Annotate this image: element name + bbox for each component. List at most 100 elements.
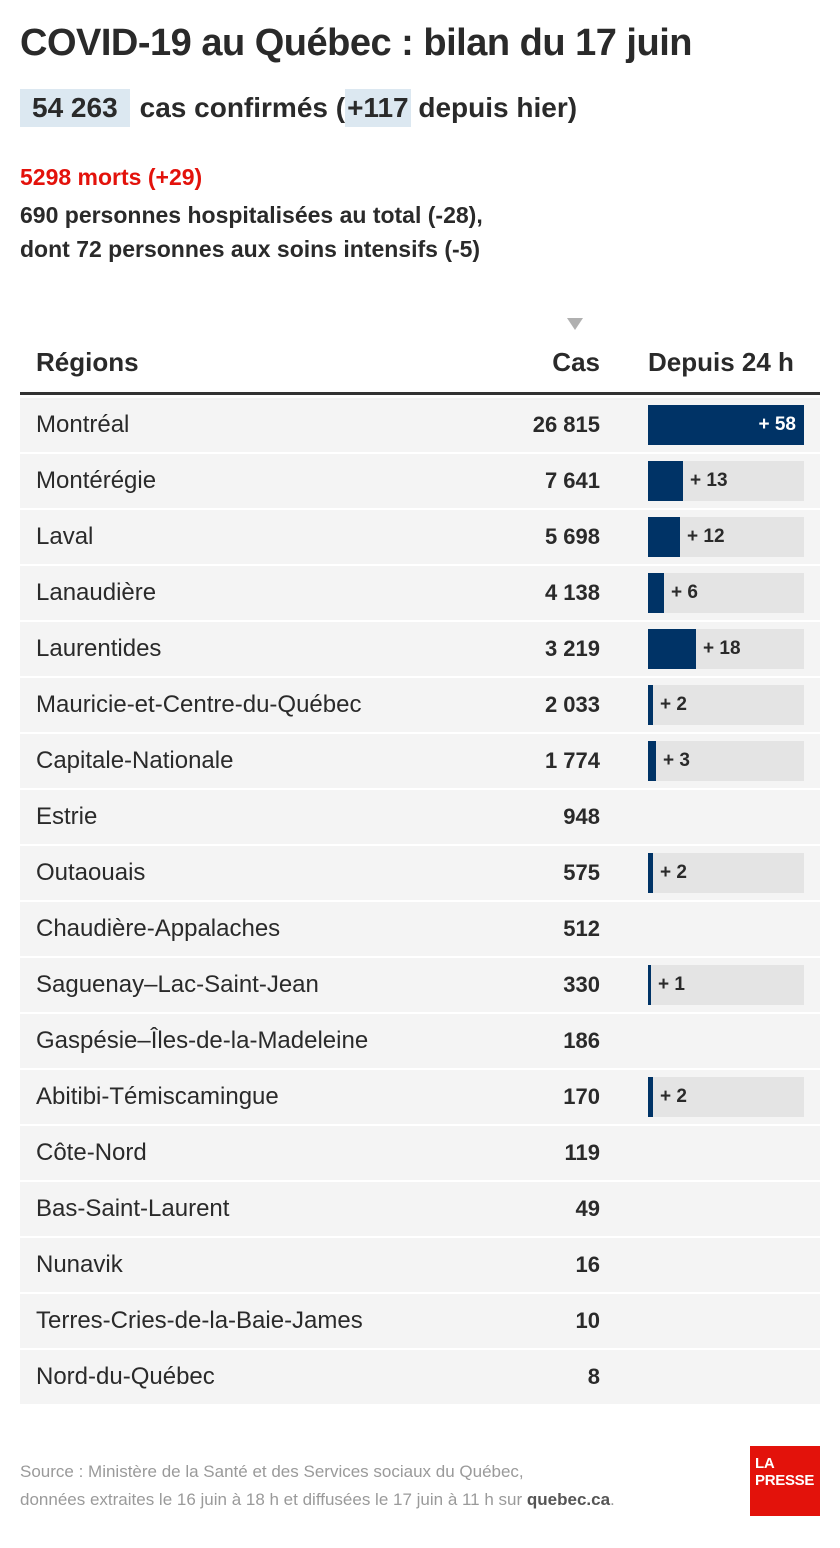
change-bar-track: + 58 xyxy=(648,405,804,445)
source-line-2: données extraites le 16 juin à 18 h et d… xyxy=(20,1490,615,1509)
table-row: Laurentides 3 219 + 18 xyxy=(20,622,820,678)
change-label: + 58 xyxy=(758,414,796,435)
change-label: + 12 xyxy=(687,526,725,547)
region-name: Nunavik xyxy=(36,1251,123,1278)
table-row: Côte-Nord 119 xyxy=(20,1126,820,1182)
chart-title: COVID-19 au Québec : bilan du 17 juin xyxy=(20,22,692,64)
change-bar-track: + 12 xyxy=(648,517,804,557)
change-bar xyxy=(648,741,656,781)
region-name: Outaouais xyxy=(36,859,146,886)
table-row: Lanaudière 4 138 + 6 xyxy=(20,566,820,622)
table-row: Chaudière-Appalaches 512 xyxy=(20,902,820,958)
change-bar xyxy=(648,853,653,893)
region-name: Côte-Nord xyxy=(36,1139,147,1166)
table-row: Montérégie 7 641 + 13 xyxy=(20,454,820,510)
change-bar-track: + 3 xyxy=(648,741,804,781)
change-bar xyxy=(648,629,696,669)
case-count: 330 xyxy=(563,972,600,997)
case-count: 2 033 xyxy=(544,692,600,717)
region-name: Capitale-Nationale xyxy=(36,747,234,774)
case-count: 186 xyxy=(563,1028,600,1053)
case-count: 49 xyxy=(575,1196,600,1221)
table-row: Gaspésie–Îles-de-la-Madeleine 186 xyxy=(20,1014,820,1070)
change-bar-track: + 2 xyxy=(648,853,804,893)
region-name: Chaudière-Appalaches xyxy=(36,915,281,942)
region-name: Laval xyxy=(36,523,94,550)
region-name: Montérégie xyxy=(36,467,157,494)
case-count: 170 xyxy=(563,1084,600,1109)
table-row: Laval 5 698 + 12 xyxy=(20,510,820,566)
case-count: 5 698 xyxy=(544,524,600,549)
case-count: 7 641 xyxy=(544,468,600,493)
table-row: Estrie 948 xyxy=(20,790,820,846)
case-count: 16 xyxy=(575,1252,600,1277)
change-label: + 2 xyxy=(660,1086,687,1107)
table-row: Abitibi-Témiscamingue 170 + 2 xyxy=(20,1070,820,1126)
case-count: 8 xyxy=(587,1364,600,1389)
change-bar-track: + 1 xyxy=(648,965,804,1005)
cases-summary: 54 263 cas confirmés ( +117 depuis hier) xyxy=(20,88,577,128)
table-row: Bas-Saint-Laurent 49 xyxy=(20,1182,820,1238)
column-header-region[interactable]: Régions xyxy=(36,347,139,377)
change-bar xyxy=(648,965,651,1005)
case-count: 1 774 xyxy=(544,748,600,773)
change-label: + 13 xyxy=(690,470,728,491)
case-count: 948 xyxy=(563,804,600,829)
change-bar xyxy=(648,405,804,445)
case-count: 26 815 xyxy=(532,412,600,437)
change-bar xyxy=(648,685,653,725)
change-bar-track: + 13 xyxy=(648,461,804,501)
change-bar-track: + 2 xyxy=(648,1077,804,1117)
source-line-1: Source : Ministère de la Santé et des Se… xyxy=(20,1462,524,1481)
case-count: 10 xyxy=(575,1308,600,1333)
case-count: 119 xyxy=(564,1140,601,1165)
case-count: 512 xyxy=(563,916,600,941)
deaths-stat: 5298 morts (+29) xyxy=(20,164,203,190)
change-bar xyxy=(648,573,664,613)
region-name: Terres-Cries-de-la-Baie-James xyxy=(36,1307,363,1334)
column-header-change[interactable]: Depuis 24 h xyxy=(648,347,794,377)
change-label: + 1 xyxy=(658,974,685,995)
sort-arrow-icon[interactable] xyxy=(567,318,583,330)
table-row: Nunavik 16 xyxy=(20,1238,820,1294)
table-body: Montréal 26 815 + 58 Montérégie 7 641 + 13 Lav… xyxy=(20,398,820,1406)
table-row: Saguenay–Lac-Saint-Jean 330 + 1 xyxy=(20,958,820,1014)
change-label: + 3 xyxy=(663,750,690,771)
column-header-cases[interactable]: Cas xyxy=(552,347,600,377)
la-presse-logo[interactable]: LA PRESSE xyxy=(750,1446,820,1516)
intensive-care-stat: dont 72 personnes aux soins intensifs (-… xyxy=(20,236,481,262)
change-label: + 2 xyxy=(660,862,687,883)
region-name: Estrie xyxy=(36,803,98,830)
cases-text-before: cas confirmés ( xyxy=(139,92,346,123)
hospital-stats: 690 personnes hospitalisées au total (-2… xyxy=(20,198,483,266)
change-label: + 2 xyxy=(660,694,687,715)
change-bar xyxy=(648,461,683,501)
table-row: Nord-du-Québec 8 xyxy=(20,1350,820,1406)
change-label: + 6 xyxy=(671,582,698,603)
change-bar xyxy=(648,1077,653,1117)
hospitalized-stat: 690 personnes hospitalisées au total (-2… xyxy=(20,202,483,228)
region-name: Laurentides xyxy=(36,635,162,662)
change-bar xyxy=(648,517,680,557)
table-row: Montréal 26 815 + 58 xyxy=(20,398,820,454)
case-count: 575 xyxy=(563,860,600,885)
change-bar-track: + 18 xyxy=(648,629,804,669)
case-count: 4 138 xyxy=(544,580,600,605)
region-name: Gaspésie–Îles-de-la-Madeleine xyxy=(36,1027,369,1054)
source-link[interactable]: quebec.ca xyxy=(526,1490,611,1509)
change-label: + 18 xyxy=(703,638,741,659)
case-count: 3 219 xyxy=(544,636,600,661)
region-name: Bas-Saint-Laurent xyxy=(36,1195,230,1222)
table-row: Mauricie-et-Centre-du-Québec 2 033 + 2 xyxy=(20,678,820,734)
table-row: Terres-Cries-de-la-Baie-James 10 xyxy=(20,1294,820,1350)
change-bar-track: + 2 xyxy=(648,685,804,725)
change-bar-track: + 6 xyxy=(648,573,804,613)
cases-text-after: depuis hier) xyxy=(418,92,578,123)
region-name: Mauricie-et-Centre-du-Québec xyxy=(36,691,362,718)
new-cases-badge: +117 xyxy=(345,89,411,127)
region-name: Montréal xyxy=(36,411,130,438)
source-note: Source : Ministère de la Santé et des Se… xyxy=(20,1458,615,1514)
table-header: Régions Cas Depuis 24 h xyxy=(20,335,820,395)
total-cases-badge: 54 263 xyxy=(20,89,130,127)
region-name: Lanaudière xyxy=(36,579,157,606)
